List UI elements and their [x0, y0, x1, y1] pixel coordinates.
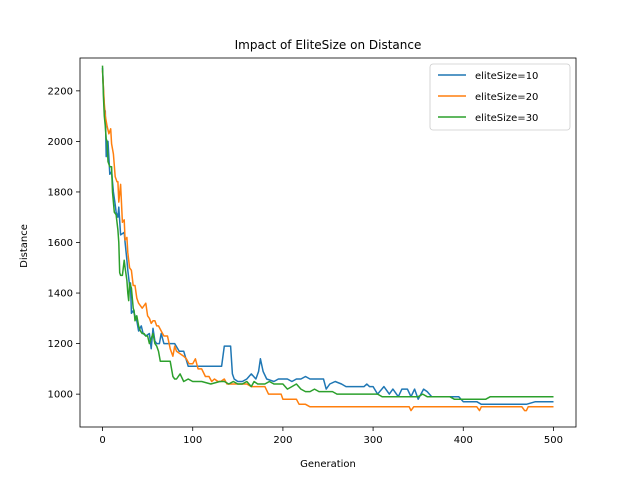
- x-axis-label: Generation: [300, 459, 356, 470]
- x-tick-label: 400: [454, 435, 473, 446]
- y-axis-label: Distance: [19, 224, 30, 268]
- y-tick-label: 1400: [48, 289, 73, 300]
- y-tick-label: 1600: [48, 238, 73, 249]
- series-line-3: [101, 65, 554, 400]
- x-tick-label: 0: [99, 435, 105, 446]
- legend-label-2: eliteSize=20: [475, 92, 538, 103]
- y-tick-label: 2000: [48, 137, 73, 148]
- x-tick-label: 500: [544, 435, 563, 446]
- y-tick-label: 1000: [48, 390, 73, 401]
- y-tick-label: 2200: [48, 86, 73, 97]
- legend-label-1: eliteSize=10: [475, 71, 538, 82]
- x-tick-label: 100: [183, 435, 202, 446]
- chart-title: Impact of EliteSize on Distance: [235, 38, 422, 52]
- legend-box: [429, 63, 571, 131]
- x-tick-label: 200: [273, 435, 292, 446]
- plot-area: 0 100 200 300 400 500 1000 1200 1400 1600 1800 2000…: [48, 57, 577, 446]
- x-tick-label: 300: [364, 435, 383, 446]
- legend-label-3: eliteSize=30: [475, 113, 538, 124]
- y-tick-label: 1200: [48, 339, 73, 350]
- y-tick-label: 1800: [48, 187, 73, 198]
